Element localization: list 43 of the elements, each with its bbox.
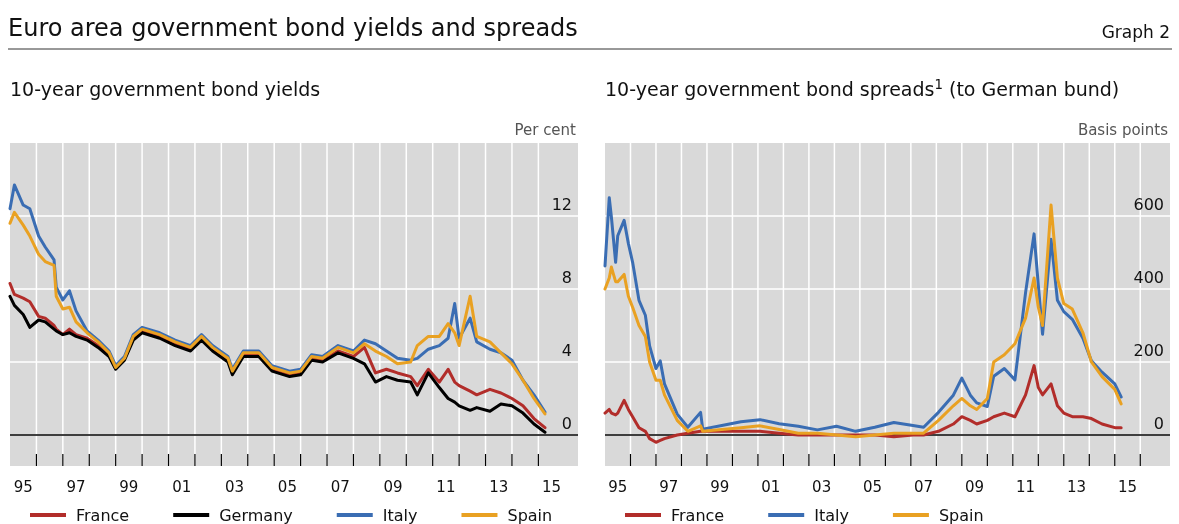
y-tick-label: 8: [561, 267, 572, 287]
x-tick-label: 99: [710, 478, 730, 496]
x-tick-label: 95: [608, 478, 628, 496]
x-tick-label: 03: [225, 478, 245, 496]
x-tick-label: 09: [965, 478, 985, 496]
legend-label: France: [671, 506, 725, 524]
x-tick-label: 01: [761, 478, 781, 496]
x-tick-label: 03: [812, 478, 832, 496]
y-tick-label: 400: [1133, 267, 1164, 287]
legend-label: Italy: [814, 506, 849, 524]
x-tick-label: 05: [863, 478, 883, 496]
x-tick-label: 09: [383, 478, 403, 496]
legend-label: Spain: [938, 506, 984, 524]
x-tick-label: 95: [13, 478, 33, 496]
chart-subtitle: 10-year government bond spreads$^{1}$ (to German bund): [605, 76, 1120, 100]
x-tick-label: 11: [1016, 478, 1036, 496]
x-tick-label: 13: [489, 478, 509, 496]
x-tick-label: 07: [914, 478, 934, 496]
x-tick-label: 11: [436, 478, 456, 496]
chart-title: Euro area government bond yields and spreads: [8, 14, 578, 42]
x-tick-label: 97: [659, 478, 679, 496]
legend-label: France: [76, 506, 130, 524]
x-tick-label: 05: [277, 478, 297, 496]
y-axis-title: Basis points: [1077, 121, 1169, 139]
y-tick-label: 12: [551, 194, 572, 214]
x-tick-label: 99: [119, 478, 139, 496]
y-axis-title: Per cent: [514, 121, 577, 139]
caption: Graph 2: [1101, 22, 1170, 42]
x-tick-label: 15: [1117, 478, 1138, 496]
x-tick-label: 97: [66, 478, 86, 496]
y-tick-label: 600: [1133, 194, 1164, 214]
x-tick-label: 15: [542, 478, 562, 496]
x-tick-label: 13: [1066, 478, 1087, 496]
y-tick-label: 4: [561, 340, 572, 360]
legend-label: Spain: [507, 506, 553, 524]
y-tick-label: 200: [1133, 340, 1164, 360]
legend-label: Germany: [219, 506, 293, 524]
y-tick-label: 0: [561, 413, 572, 433]
x-tick-label: 07: [330, 478, 350, 496]
y-tick-label: 0: [1153, 413, 1164, 433]
chart-subtitle: 10-year government bond yields: [10, 78, 321, 100]
legend-label: Italy: [382, 506, 418, 524]
x-tick-label: 01: [172, 478, 192, 496]
